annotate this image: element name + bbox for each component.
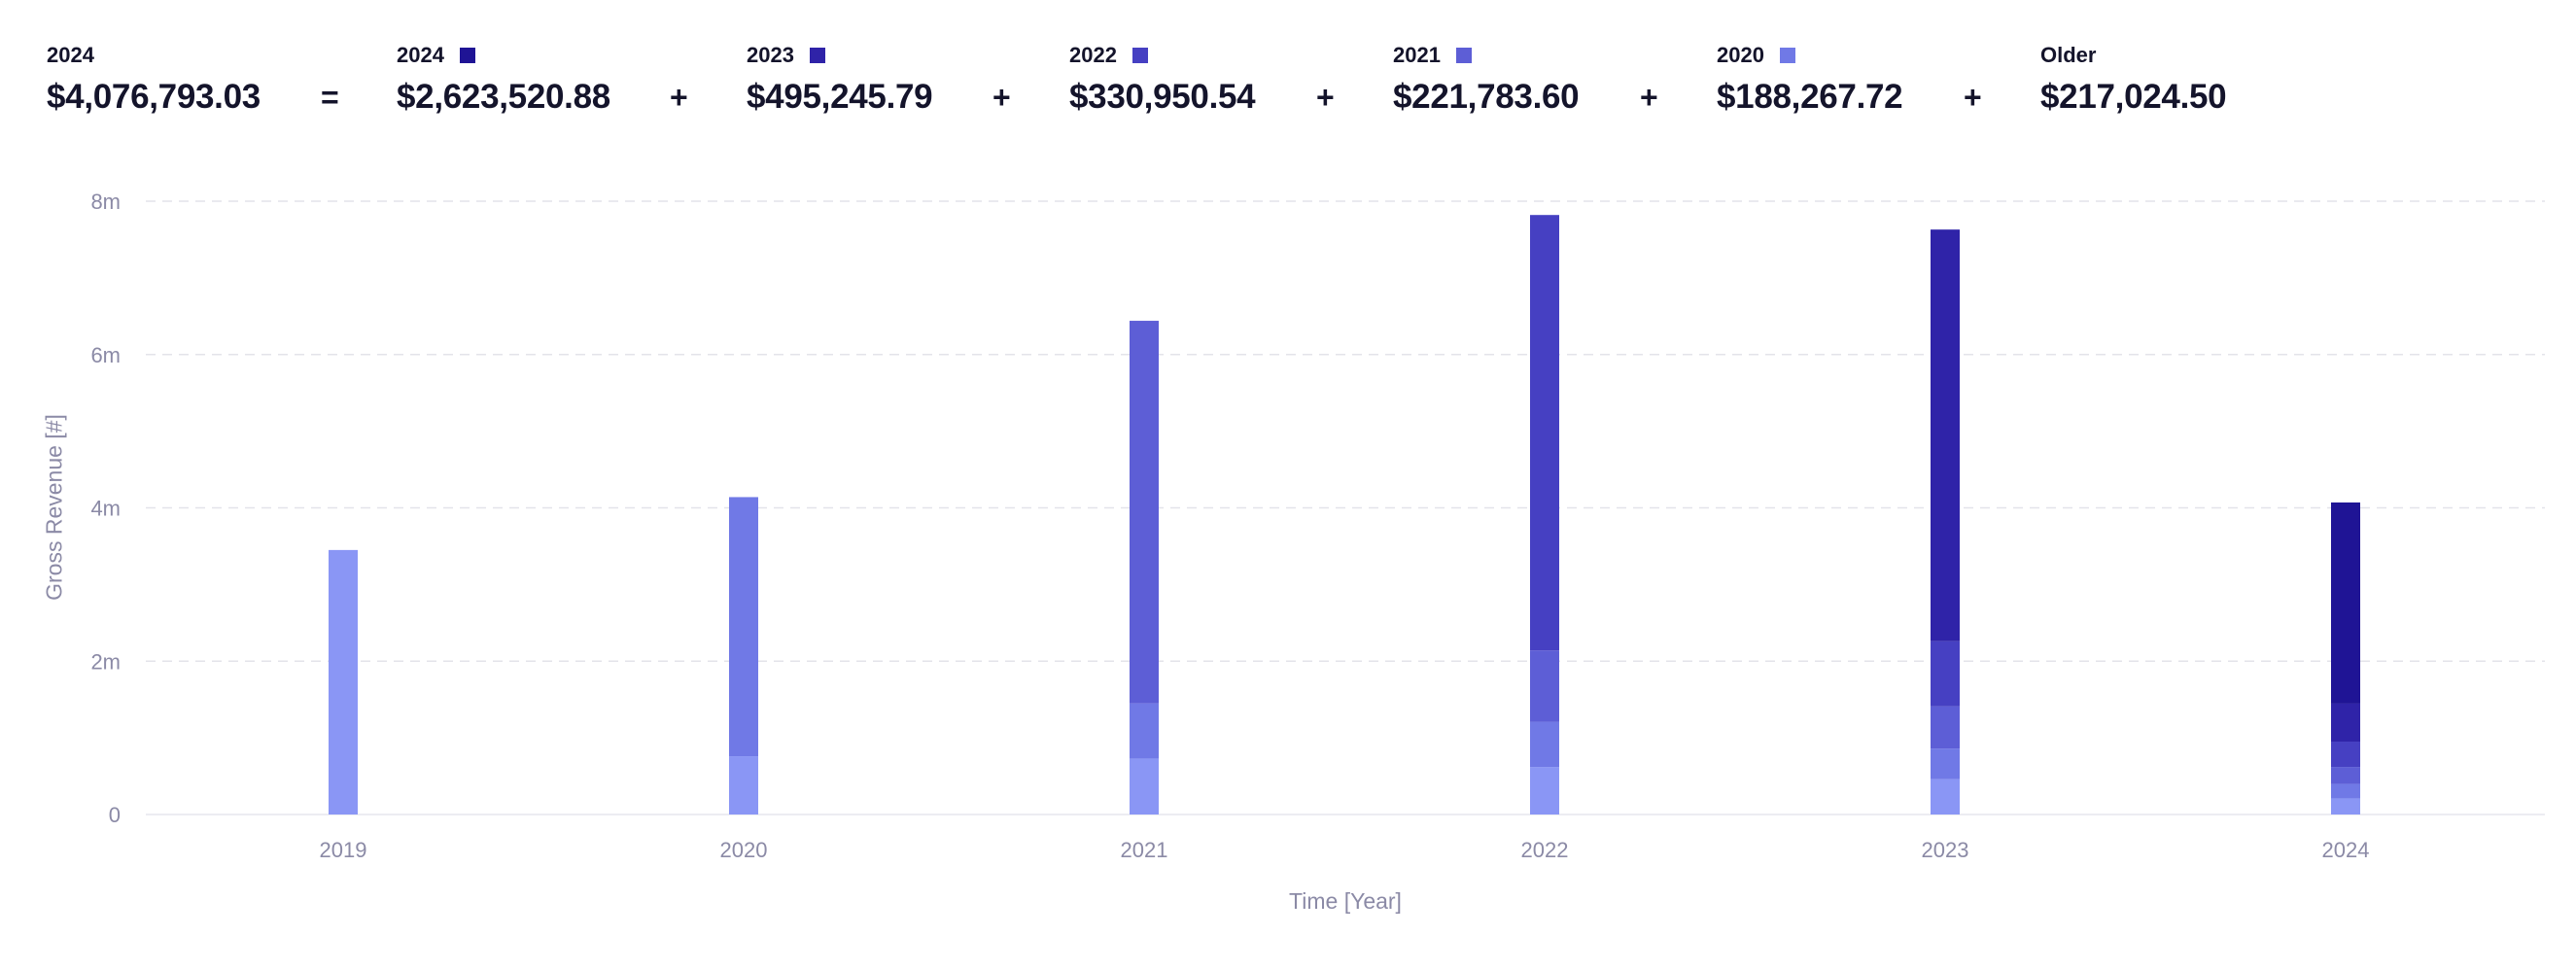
bar-segment: [1130, 703, 1159, 759]
x-tick-label: 2020: [720, 838, 768, 862]
summary-total-label: 2024: [47, 43, 94, 67]
plus-sign: +: [670, 80, 688, 115]
plus-sign: +: [1316, 80, 1335, 115]
x-tick-label: 2019: [320, 838, 367, 862]
bar-segment: [729, 497, 758, 757]
legend-swatch-icon: [1455, 48, 1472, 63]
bar-segment: [1130, 758, 1159, 814]
x-tick-label: 2021: [1121, 838, 1168, 862]
plus-sign: +: [992, 80, 1011, 115]
cohort-label: 2024: [397, 43, 444, 67]
bar-segment: [1130, 321, 1159, 704]
summary-cohort-older: Older $217,024.50: [2040, 43, 2227, 117]
y-tick-label: 0: [109, 803, 121, 827]
cohort-label: 2023: [747, 43, 794, 67]
plus-sign: +: [1640, 80, 1658, 115]
bar-segment: [1931, 706, 1960, 749]
bar-segment: [1530, 650, 1559, 722]
x-axis-label: Time [Year]: [1289, 888, 1402, 914]
x-tick-label: 2022: [1521, 838, 1569, 862]
cohort-value: $495,245.79: [747, 78, 933, 116]
bar-segment: [1931, 748, 1960, 779]
bar-segment: [1530, 215, 1559, 651]
bar-segment: [729, 756, 758, 814]
plus-sign: +: [1964, 80, 1982, 115]
bar-segment: [2331, 767, 2360, 784]
cohort-label: Older: [2040, 43, 2097, 67]
y-tick-label: 4m: [90, 497, 121, 521]
bar-segment: [2331, 741, 2360, 768]
equals-sign: =: [321, 80, 339, 115]
summary-cohort-2020: 2020 $188,267.72: [1717, 43, 1903, 117]
summary-total: 2024 $4,076,793.03: [47, 43, 261, 117]
bar-segment: [2331, 798, 2360, 814]
bar-segment: [2331, 703, 2360, 742]
x-tick-label: 2024: [2322, 838, 2370, 862]
x-tick-label: 2023: [1922, 838, 1969, 862]
cohort-label: 2020: [1717, 43, 1764, 67]
bar-segment: [329, 549, 358, 814]
bar-segment: [1931, 229, 1960, 641]
bar-segment: [2331, 783, 2360, 799]
y-tick-label: 2m: [90, 649, 121, 674]
cohort-value: $221,783.60: [1393, 78, 1580, 116]
bar-segment: [1931, 779, 1960, 814]
summary-cohort-2024: 2024 $2,623,520.88: [397, 43, 610, 117]
bar-segment: [1530, 767, 1559, 814]
legend-swatch-icon: [459, 48, 475, 63]
summary-cohort-2021: 2021 $221,783.60: [1393, 43, 1580, 117]
cohort-label: 2022: [1069, 43, 1117, 67]
cohort-value: $330,950.54: [1069, 78, 1256, 116]
cohort-label: 2021: [1393, 43, 1441, 67]
y-tick-label: 8m: [90, 190, 121, 214]
y-tick-label: 6m: [90, 343, 121, 367]
cohort-value: $188,267.72: [1717, 78, 1903, 116]
bar-segment: [2331, 502, 2360, 704]
bar-segment: [1530, 721, 1559, 768]
legend-swatch-icon: [1131, 48, 1148, 63]
summary-total-value: $4,076,793.03: [47, 78, 261, 116]
y-axis-label: Gross Revenue [#]: [41, 414, 67, 601]
cohort-value: $2,623,520.88: [397, 78, 610, 116]
summary-cohort-2023: 2023 $495,245.79: [747, 43, 933, 117]
legend-swatch-icon: [809, 48, 825, 63]
summary-cohort-2022: 2022 $330,950.54: [1069, 43, 1256, 117]
legend-swatch-icon: [1779, 48, 1795, 63]
cohort-value: $217,024.50: [2040, 78, 2227, 116]
bar-segment: [1931, 641, 1960, 707]
